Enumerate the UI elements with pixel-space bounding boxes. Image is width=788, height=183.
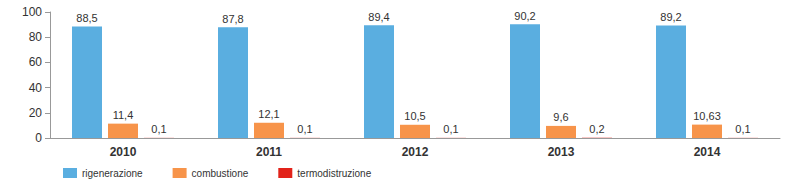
svg-text:2013: 2013	[548, 145, 575, 159]
svg-text:0: 0	[35, 131, 42, 145]
svg-text:2011: 2011	[256, 145, 282, 159]
svg-text:40: 40	[29, 81, 43, 95]
svg-text:87,8: 87,8	[222, 13, 243, 25]
svg-text:10,63: 10,63	[693, 110, 721, 122]
svg-text:9,6: 9,6	[553, 111, 568, 123]
svg-text:rigenerazione: rigenerazione	[82, 168, 143, 179]
svg-text:2014: 2014	[694, 145, 721, 159]
svg-text:combustione: combustione	[192, 168, 249, 179]
svg-text:2012: 2012	[402, 145, 429, 159]
svg-text:0,1: 0,1	[151, 123, 166, 135]
svg-text:88,5: 88,5	[76, 12, 97, 24]
svg-text:80: 80	[29, 30, 43, 44]
svg-text:0,1: 0,1	[735, 123, 750, 135]
svg-text:60: 60	[29, 55, 43, 69]
svg-text:90,2: 90,2	[514, 10, 535, 22]
svg-text:11,4: 11,4	[113, 109, 134, 121]
svg-text:12,1: 12,1	[258, 108, 279, 120]
svg-text:20: 20	[29, 106, 43, 120]
svg-text:0,2: 0,2	[589, 123, 604, 135]
svg-text:89,4: 89,4	[368, 11, 389, 23]
svg-text:10,5: 10,5	[404, 110, 425, 122]
svg-text:0,1: 0,1	[297, 123, 312, 135]
svg-text:termodistruzione: termodistruzione	[297, 168, 371, 179]
svg-text:89,2: 89,2	[660, 11, 681, 23]
svg-text:100: 100	[22, 5, 42, 19]
svg-text:2010: 2010	[110, 145, 137, 159]
svg-text:0,1: 0,1	[443, 123, 458, 135]
